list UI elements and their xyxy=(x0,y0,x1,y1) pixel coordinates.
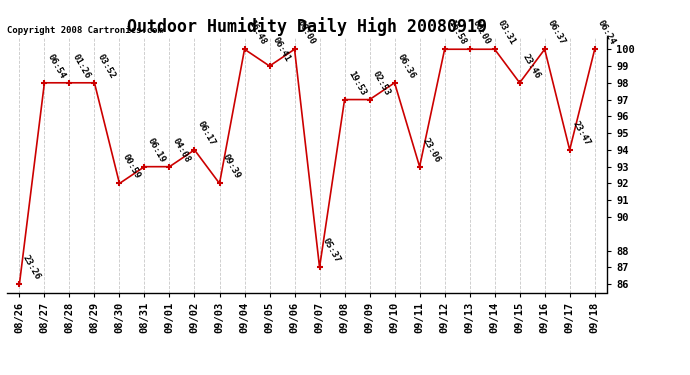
Text: 02:53: 02:53 xyxy=(371,69,392,97)
Text: 03:31: 03:31 xyxy=(496,19,518,46)
Text: 00:00: 00:00 xyxy=(471,19,492,46)
Text: 06:17: 06:17 xyxy=(196,119,217,147)
Text: 00:00: 00:00 xyxy=(296,19,317,46)
Text: 06:54: 06:54 xyxy=(46,52,67,80)
Text: 19:53: 19:53 xyxy=(346,69,367,97)
Text: 03:52: 03:52 xyxy=(96,52,117,80)
Text: 23:26: 23:26 xyxy=(21,254,42,281)
Text: 04:08: 04:08 xyxy=(171,136,192,164)
Text: 23:06: 23:06 xyxy=(421,136,442,164)
Text: 06:19: 06:19 xyxy=(146,136,167,164)
Title: Outdoor Humidity Daily High 20080919: Outdoor Humidity Daily High 20080919 xyxy=(127,17,487,36)
Text: 16:48: 16:48 xyxy=(246,19,267,46)
Text: 09:39: 09:39 xyxy=(221,153,242,181)
Text: 23:47: 23:47 xyxy=(571,119,592,147)
Text: 06:41: 06:41 xyxy=(271,36,292,63)
Text: 06:24: 06:24 xyxy=(596,19,618,46)
Text: 06:36: 06:36 xyxy=(396,52,417,80)
Text: 00:59: 00:59 xyxy=(121,153,142,181)
Text: 23:46: 23:46 xyxy=(521,52,542,80)
Text: Copyright 2008 Cartronics.com: Copyright 2008 Cartronics.com xyxy=(7,26,163,35)
Text: 06:37: 06:37 xyxy=(546,19,567,46)
Text: 16:58: 16:58 xyxy=(446,19,467,46)
Text: 05:37: 05:37 xyxy=(321,237,342,264)
Text: 01:26: 01:26 xyxy=(71,52,92,80)
